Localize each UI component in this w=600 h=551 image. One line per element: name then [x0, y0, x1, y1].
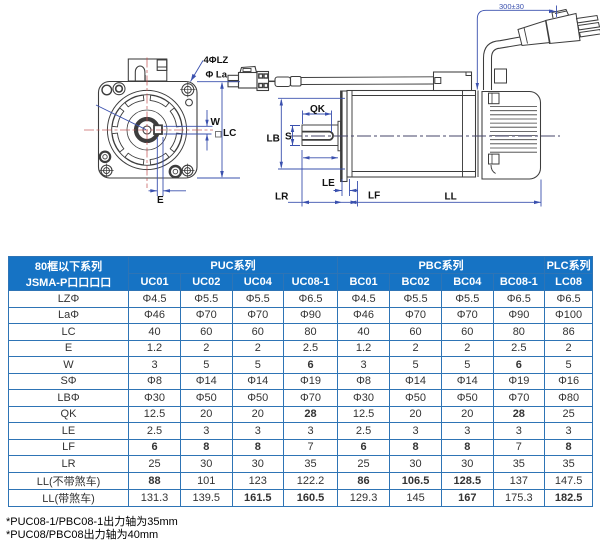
svg-text:LC: LC [223, 128, 236, 139]
svg-text:W: W [211, 117, 221, 128]
svg-text:LB: LB [267, 134, 280, 145]
svg-text:QK: QK [310, 104, 326, 115]
svg-text:S: S [285, 132, 292, 143]
svg-text:LL: LL [445, 192, 457, 203]
svg-text:LF: LF [368, 191, 380, 202]
svg-text:E: E [157, 195, 164, 206]
svg-text:4ΦLZ: 4ΦLZ [204, 55, 229, 66]
svg-text:LR: LR [275, 192, 289, 203]
svg-text:LE: LE [322, 178, 335, 189]
svg-text:Φ La: Φ La [206, 70, 228, 81]
svg-text:300±30: 300±30 [499, 2, 524, 11]
